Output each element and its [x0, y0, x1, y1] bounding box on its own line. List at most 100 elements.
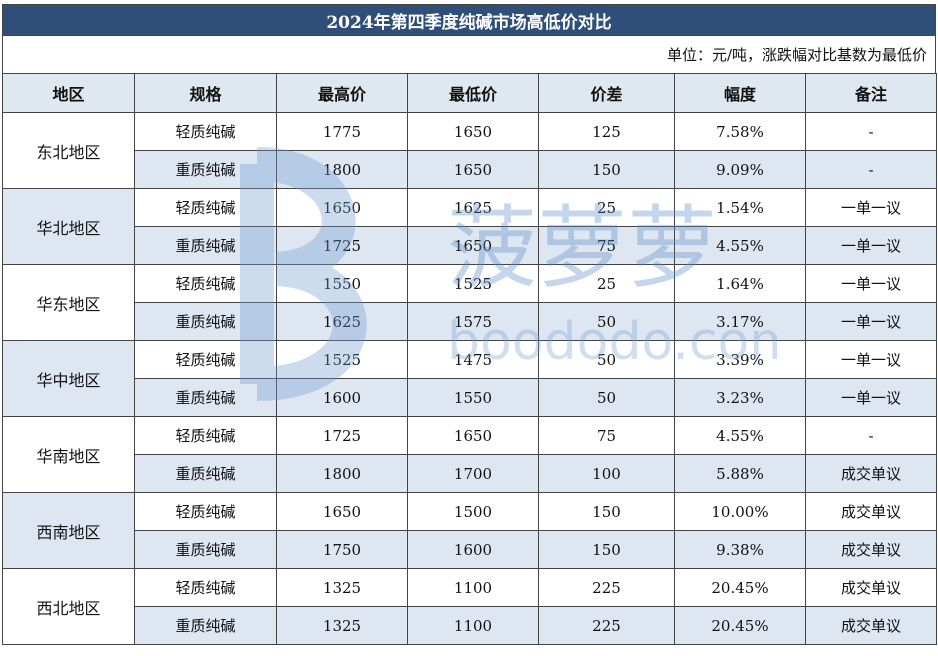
price-diff-cell: 150: [538, 150, 675, 189]
low-price-cell: 1600: [407, 530, 539, 569]
range-cell: 1.64%: [674, 264, 806, 303]
table-row: 重质纯碱 1800 1700 100 5.88% 成交单议: [3, 454, 937, 493]
price-diff-cell: 75: [538, 226, 675, 265]
low-price-cell: 1550: [407, 378, 539, 417]
note-cell: 成交单议: [805, 530, 937, 569]
spec-cell: 重质纯碱: [134, 606, 277, 645]
spec-cell: 轻质纯碱: [134, 112, 277, 151]
low-price-cell: 1100: [407, 606, 539, 645]
table-title: 2024年第四季度纯碱市场高低价对比: [2, 4, 936, 36]
price-diff-cell: 25: [538, 264, 675, 303]
spec-cell: 重质纯碱: [134, 378, 277, 417]
high-price-cell: 1725: [276, 416, 408, 455]
table-row: 重质纯碱 1600 1550 50 3.23% 一单一议: [3, 378, 937, 417]
price-diff-cell: 150: [538, 492, 675, 531]
high-price-cell: 1325: [276, 568, 408, 607]
high-price-cell: 1800: [276, 150, 408, 189]
table-row: 华北地区 轻质纯碱 1650 1625 25 1.54% 一单一议: [2, 188, 937, 265]
high-price-cell: 1325: [276, 606, 408, 645]
spec-cell: 轻质纯碱: [134, 264, 277, 303]
table-row: 华中地区 轻质纯碱 1525 1475 50 3.39% 一单一议: [2, 340, 937, 417]
range-cell: 4.55%: [674, 416, 806, 455]
region-cell: 华南地区: [2, 416, 135, 493]
region-cell: 华中地区: [2, 340, 135, 417]
low-price-cell: 1650: [407, 416, 539, 455]
header-spec: 规格: [134, 73, 277, 113]
spec-cell: 重质纯碱: [134, 302, 277, 341]
note-cell: 成交单议: [805, 606, 937, 645]
header-price-diff: 价差: [538, 73, 675, 113]
range-cell: 3.39%: [674, 340, 806, 379]
note-cell: 一单一议: [805, 378, 937, 417]
range-cell: 4.55%: [674, 226, 806, 265]
price-diff-cell: 150: [538, 530, 675, 569]
range-cell: 3.17%: [674, 302, 806, 341]
note-cell: 一单一议: [805, 340, 937, 379]
high-price-cell: 1550: [276, 264, 408, 303]
range-cell: 9.09%: [674, 150, 806, 189]
range-cell: 20.45%: [674, 606, 806, 645]
table-row: 重质纯碱 1800 1650 150 9.09% -: [3, 150, 937, 189]
unit-note: 单位：元/吨，涨跌幅对比基数为最低价: [2, 36, 936, 73]
high-price-cell: 1725: [276, 226, 408, 265]
table-row: 西南地区 轻质纯碱 1650 1500 150 10.00% 成交单议: [2, 492, 937, 569]
header-row: 地区 规格 最高价 最低价 价差 幅度 备注: [2, 73, 937, 113]
note-cell: 一单一议: [805, 264, 937, 303]
price-diff-cell: 225: [538, 606, 675, 645]
table-row: 重质纯碱 1750 1600 150 9.38% 成交单议: [3, 530, 937, 569]
low-price-cell: 1650: [407, 150, 539, 189]
note-cell: 一单一议: [805, 302, 937, 341]
header-range: 幅度: [674, 73, 806, 113]
price-table: 地区 规格 最高价 最低价 价差 幅度 备注 东北地区 轻质纯碱 1775 1650 1…: [2, 73, 937, 645]
price-diff-cell: 125: [538, 112, 675, 151]
range-cell: 10.00%: [674, 492, 806, 531]
spec-cell: 重质纯碱: [134, 454, 277, 493]
spec-cell: 轻质纯碱: [134, 568, 277, 607]
low-price-cell: 1500: [407, 492, 539, 531]
low-price-cell: 1650: [407, 226, 539, 265]
region-cell: 西北地区: [2, 568, 135, 645]
note-cell: 成交单议: [805, 454, 937, 493]
spec-cell: 重质纯碱: [134, 530, 277, 569]
spec-cell: 轻质纯碱: [134, 188, 277, 227]
high-price-cell: 1525: [276, 340, 408, 379]
note-cell: 一单一议: [805, 226, 937, 265]
region-cell: 东北地区: [2, 112, 135, 189]
price-diff-cell: 50: [538, 340, 675, 379]
range-cell: 7.58%: [674, 112, 806, 151]
table-row: 东北地区 轻质纯碱 1775 1650 125 7.58% -: [2, 112, 937, 189]
table-body: 东北地区 轻质纯碱 1775 1650 125 7.58% - 重质纯碱 1800 1650 150…: [2, 112, 937, 645]
table-row: 重质纯碱 1725 1650 75 4.55% 一单一议: [3, 226, 937, 265]
low-price-cell: 1700: [407, 454, 539, 493]
price-diff-cell: 75: [538, 416, 675, 455]
spec-cell: 重质纯碱: [134, 226, 277, 265]
low-price-cell: 1650: [407, 112, 539, 151]
note-cell: 成交单议: [805, 568, 937, 607]
low-price-cell: 1100: [407, 568, 539, 607]
note-cell: -: [805, 416, 937, 455]
high-price-cell: 1625: [276, 302, 408, 341]
header-note: 备注: [805, 73, 937, 113]
spec-cell: 轻质纯碱: [134, 340, 277, 379]
high-price-cell: 1650: [276, 492, 408, 531]
range-cell: 20.45%: [674, 568, 806, 607]
low-price-cell: 1575: [407, 302, 539, 341]
note-cell: 成交单议: [805, 492, 937, 531]
high-price-cell: 1600: [276, 378, 408, 417]
note-cell: 一单一议: [805, 188, 937, 227]
region-cell: 西南地区: [2, 492, 135, 569]
high-price-cell: 1800: [276, 454, 408, 493]
high-price-cell: 1650: [276, 188, 408, 227]
header-low-price: 最低价: [407, 73, 539, 113]
region-cell: 华北地区: [2, 188, 135, 265]
table-row: 西北地区 轻质纯碱 1325 1100 225 20.45% 成交单议: [2, 568, 937, 645]
range-cell: 9.38%: [674, 530, 806, 569]
range-cell: 3.23%: [674, 378, 806, 417]
low-price-cell: 1625: [407, 188, 539, 227]
table-row: 华南地区 轻质纯碱 1725 1650 75 4.55% -: [2, 416, 937, 493]
price-diff-cell: 50: [538, 302, 675, 341]
note-cell: -: [805, 150, 937, 189]
range-cell: 5.88%: [674, 454, 806, 493]
price-diff-cell: 100: [538, 454, 675, 493]
price-diff-cell: 225: [538, 568, 675, 607]
